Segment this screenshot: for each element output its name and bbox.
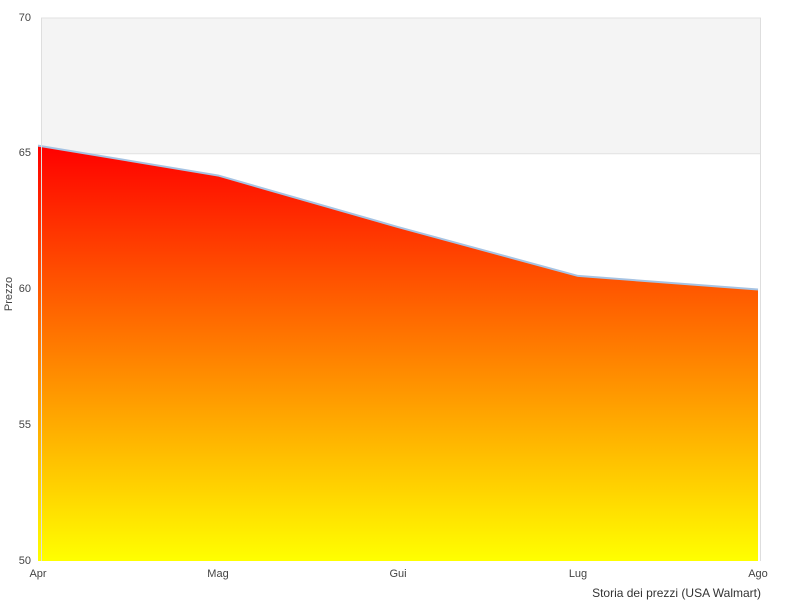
price-area-series: [38, 145, 758, 562]
x-tick-label-ago: Ago: [748, 568, 768, 580]
price-line-series: [37, 144, 759, 291]
x-tick-label-apr: Apr: [29, 568, 47, 580]
y-tick-label-55: 55: [18, 418, 31, 431]
x-tick-label-gui: Gui: [389, 568, 407, 580]
y-tick-label-70: 70: [18, 11, 31, 24]
y-axis-title: Prezzo: [3, 276, 15, 312]
y-tick-label-60: 60: [18, 283, 31, 295]
x-tick-label-lug: Lug: [568, 568, 588, 580]
y-tick-label-50: 50: [18, 554, 31, 567]
y-axis-tick-labels: 70 65 60 55 50: [0, 0, 31, 600]
upper-range-band: [41, 17, 761, 155]
x-tick-label-mag: Mag: [207, 568, 229, 580]
y-tick-label-65: 65: [18, 147, 31, 160]
chart-title: Storia dei prezzi (USA Walmart): [592, 586, 761, 600]
